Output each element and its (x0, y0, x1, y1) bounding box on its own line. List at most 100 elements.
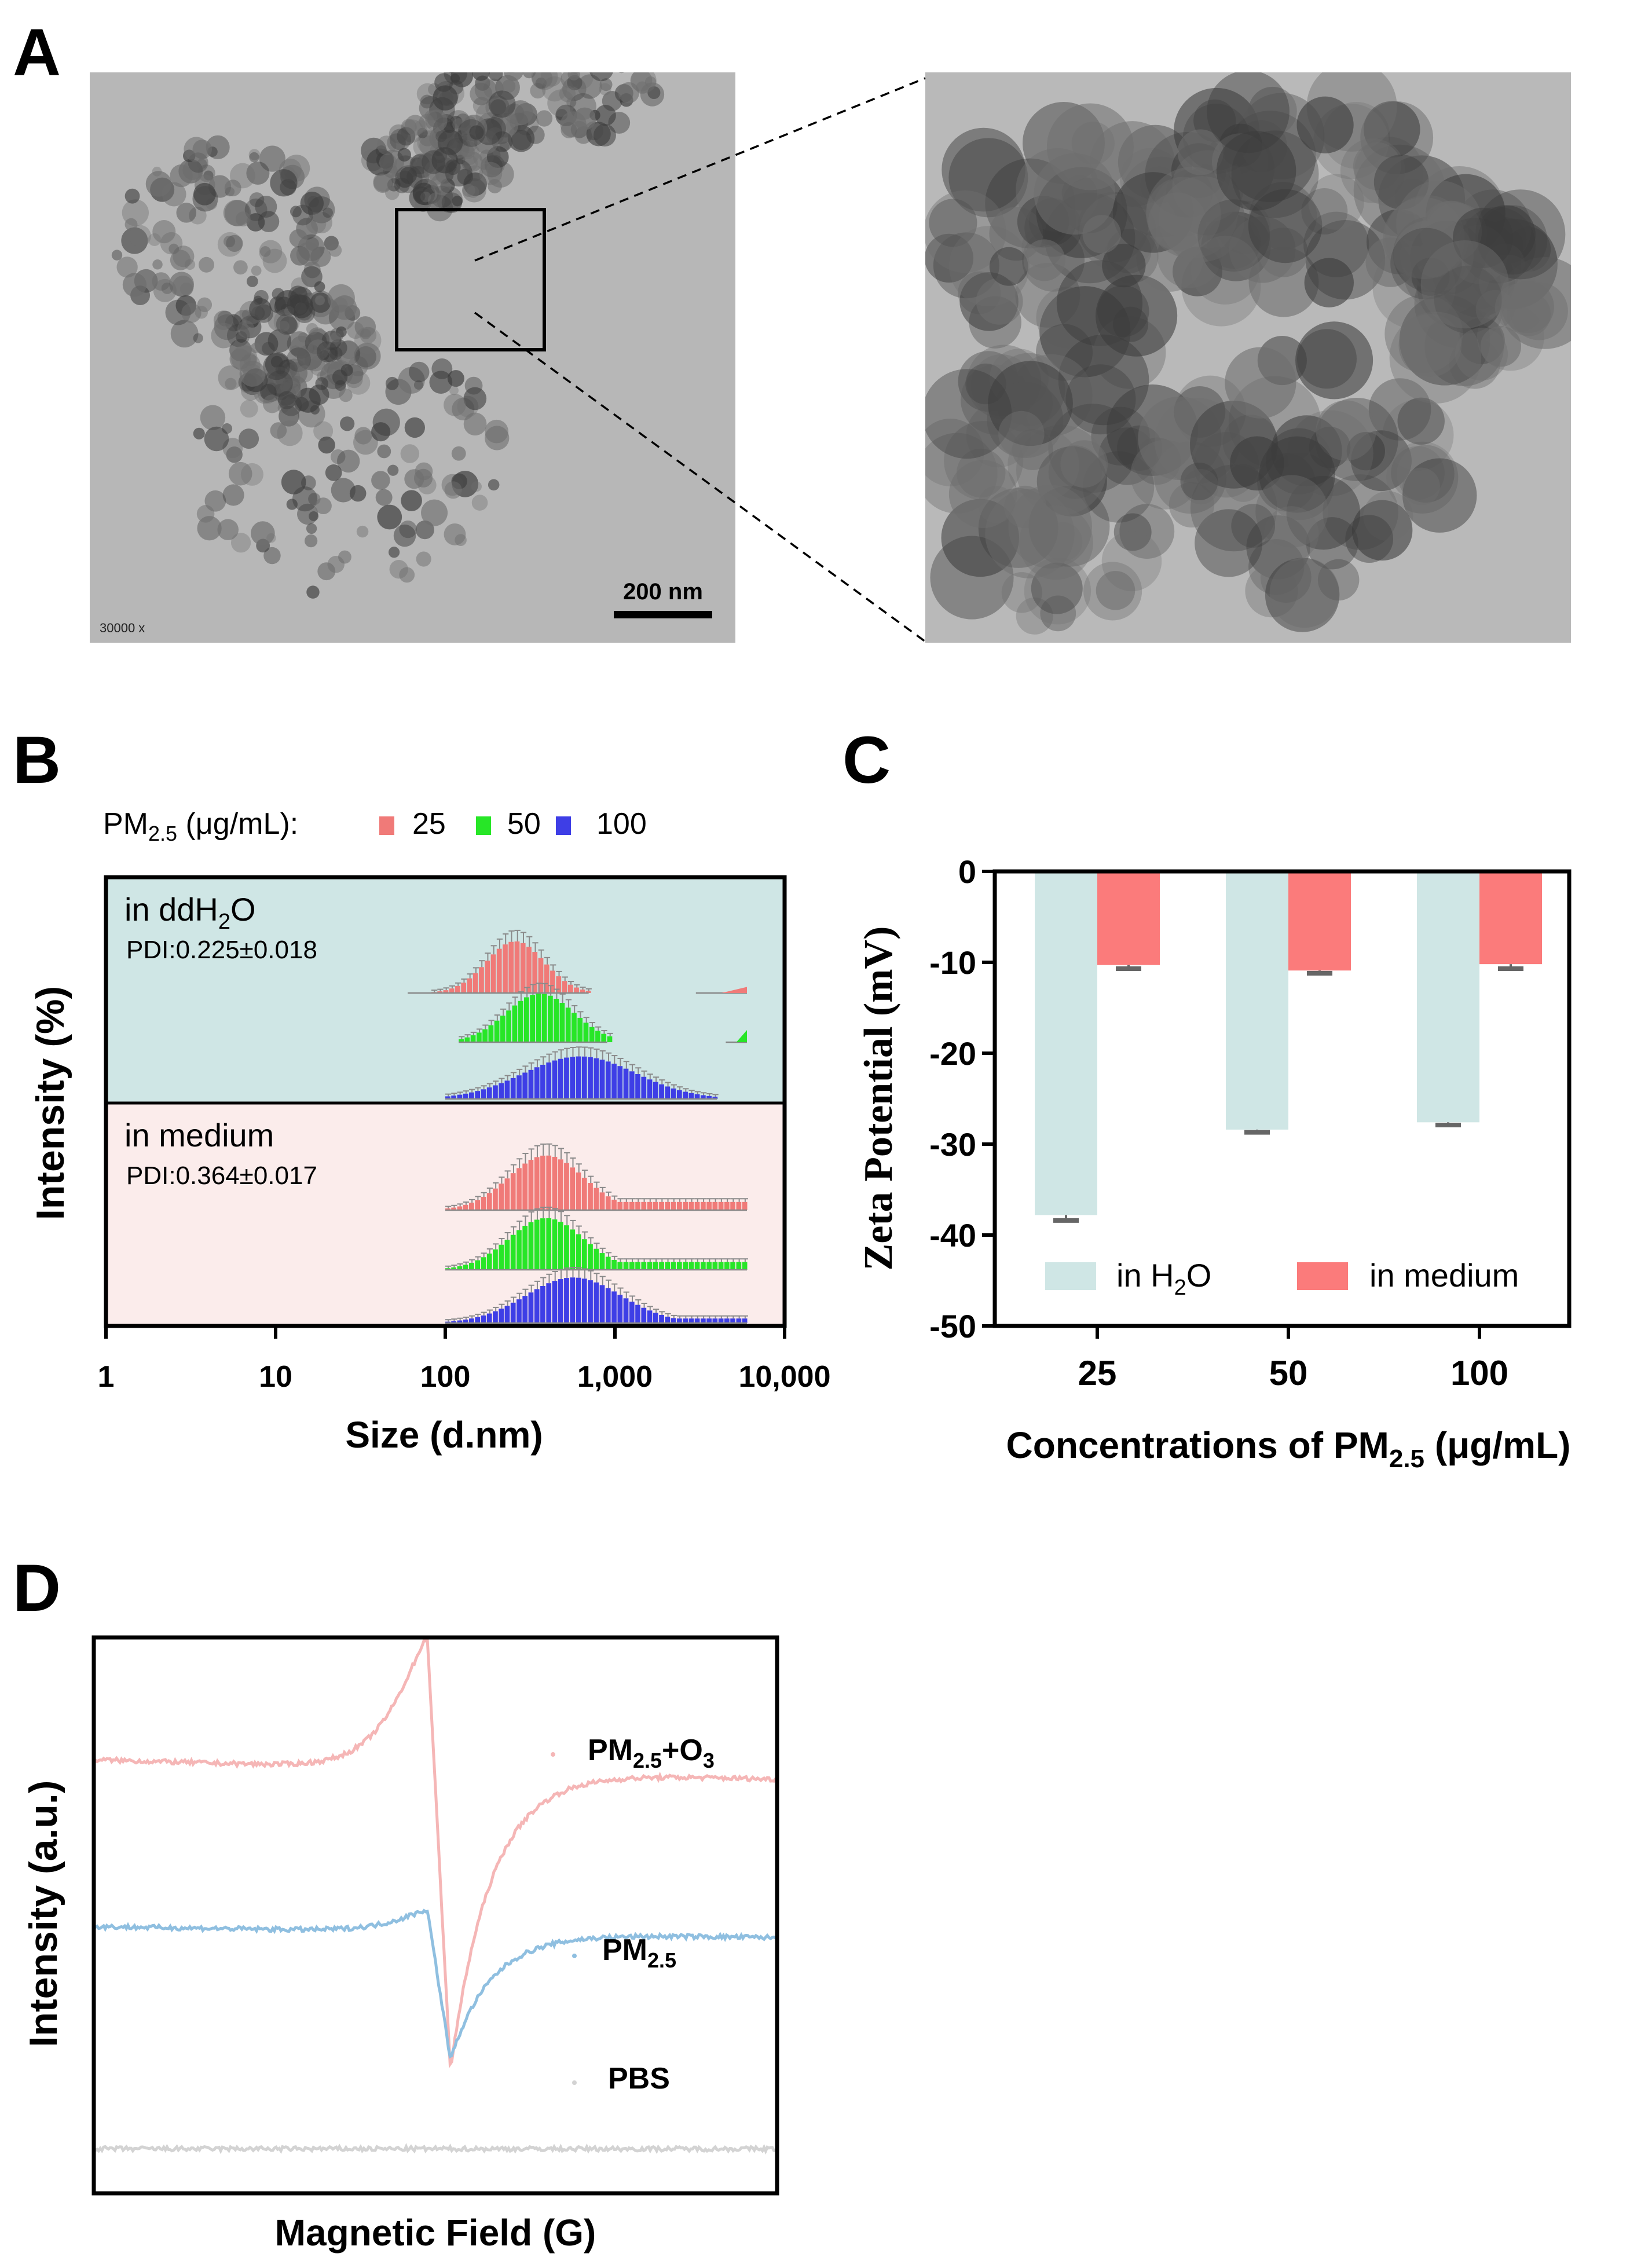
distribution-bar (599, 1253, 605, 1270)
distribution-bar (443, 990, 449, 993)
tem-particle (405, 115, 426, 136)
tem-particle (314, 295, 325, 306)
tem-particle (1180, 463, 1218, 501)
distribution-bar (534, 1157, 540, 1210)
tem-particle (416, 83, 438, 105)
distribution-bar (688, 1318, 694, 1323)
tem-particle (531, 72, 558, 90)
tem-particle (349, 485, 367, 502)
distribution-bar (522, 1226, 528, 1270)
tem-particle (1437, 255, 1475, 293)
tem-particle (567, 45, 580, 58)
distribution-bar (536, 994, 541, 1042)
tem-particle (255, 195, 277, 218)
distribution-bar (736, 1262, 742, 1270)
tem-particle (278, 320, 290, 332)
tem-particle (589, 72, 613, 82)
tem-particle (412, 182, 435, 206)
tem-particle (246, 276, 258, 287)
distribution-bar (475, 1091, 481, 1099)
tem-particle (124, 188, 140, 204)
tem-particle (285, 362, 307, 384)
tem-particle (354, 316, 376, 338)
tem-particle (1083, 562, 1142, 621)
zoom-connector-top (474, 77, 926, 262)
tem-particle (1368, 378, 1431, 441)
distribution-bar (659, 1201, 664, 1210)
distribution-bar (564, 1163, 569, 1210)
tem-particle (570, 72, 580, 74)
distribution-bar (595, 1031, 600, 1042)
tem-particle (1390, 228, 1462, 300)
panel-c-x-label: Concentrations of PM2.5 (μg/mL) (1006, 1424, 1571, 1473)
distribution-bar (499, 1083, 504, 1099)
tem-particle (565, 60, 576, 71)
distribution-bar (724, 1201, 730, 1210)
series-label-pm25-o3: PM2.5+O3 (588, 1734, 715, 1772)
distribution-bar (653, 1082, 658, 1099)
distribution-bar (559, 1003, 565, 1042)
distribution-bar (683, 1262, 688, 1270)
tem-particle (1023, 239, 1065, 281)
distribution-bar (647, 1262, 653, 1270)
tem-particle (262, 248, 287, 273)
distribution-bar (683, 1201, 688, 1210)
distribution-bar (506, 1010, 511, 1042)
tem-particle (998, 411, 1045, 457)
tem-particle (294, 397, 309, 412)
tem-particle (493, 36, 515, 58)
tem-particle (1225, 347, 1296, 419)
distribution-bar (544, 964, 550, 993)
tem-particle (1394, 178, 1431, 215)
panel-b-bottom-label: in medium (124, 1117, 274, 1153)
tem-particle (511, 130, 532, 151)
distribution-bar (671, 1318, 676, 1323)
tem-particle (451, 446, 466, 461)
tem-particles-low-mag (111, 36, 665, 599)
tem-particle (1043, 522, 1083, 562)
distribution-bar (488, 1025, 494, 1042)
distribution-bar (457, 1320, 463, 1323)
distribution-bar (605, 1256, 611, 1270)
tem-particle (373, 174, 393, 193)
tem-particle (593, 124, 616, 147)
tem-particle (1269, 558, 1340, 628)
distribution-bar (540, 1218, 545, 1270)
tem-particle (441, 62, 451, 72)
scale-bar-label: 200 nm (623, 579, 703, 604)
tem-particle (116, 257, 138, 278)
distribution-bar (528, 1222, 534, 1270)
tem-particle (1382, 399, 1454, 471)
distribution-bar (486, 1193, 492, 1210)
distribution-bar (540, 1155, 545, 1210)
distribution-bar (605, 1288, 611, 1323)
distribution-bar (470, 1035, 476, 1042)
distribution-bar (481, 1196, 486, 1210)
tem-particle (1034, 153, 1116, 235)
distribution-bar (742, 1318, 748, 1323)
tem-particle (200, 405, 226, 430)
tem-particle (1386, 441, 1459, 514)
legend-swatch-25 (379, 816, 394, 835)
tem-particle (336, 449, 360, 473)
zeta-bar (1417, 871, 1479, 1123)
tem-particle (473, 57, 484, 68)
distribution-bar (688, 1262, 694, 1270)
tem-particle (503, 72, 523, 81)
tem-particle (925, 369, 1012, 459)
tem-particle (471, 72, 490, 81)
distribution-bar (475, 1260, 481, 1270)
tem-particle (535, 77, 547, 89)
tem-particle (1260, 552, 1312, 603)
tem-particle (460, 145, 475, 159)
x-tick-label: 1,000 (577, 1360, 653, 1394)
distribution-bar (736, 1318, 742, 1323)
tem-particle (1353, 142, 1401, 190)
distribution-bar (742, 1201, 748, 1210)
tem-particle (281, 470, 306, 494)
distribution-bar (659, 1314, 664, 1323)
panel-d-y-label: Intensity (a.u.) (21, 1780, 65, 2047)
distribution-bar (641, 1201, 647, 1210)
distribution-bar (534, 1219, 540, 1270)
tem-particle (389, 559, 408, 579)
